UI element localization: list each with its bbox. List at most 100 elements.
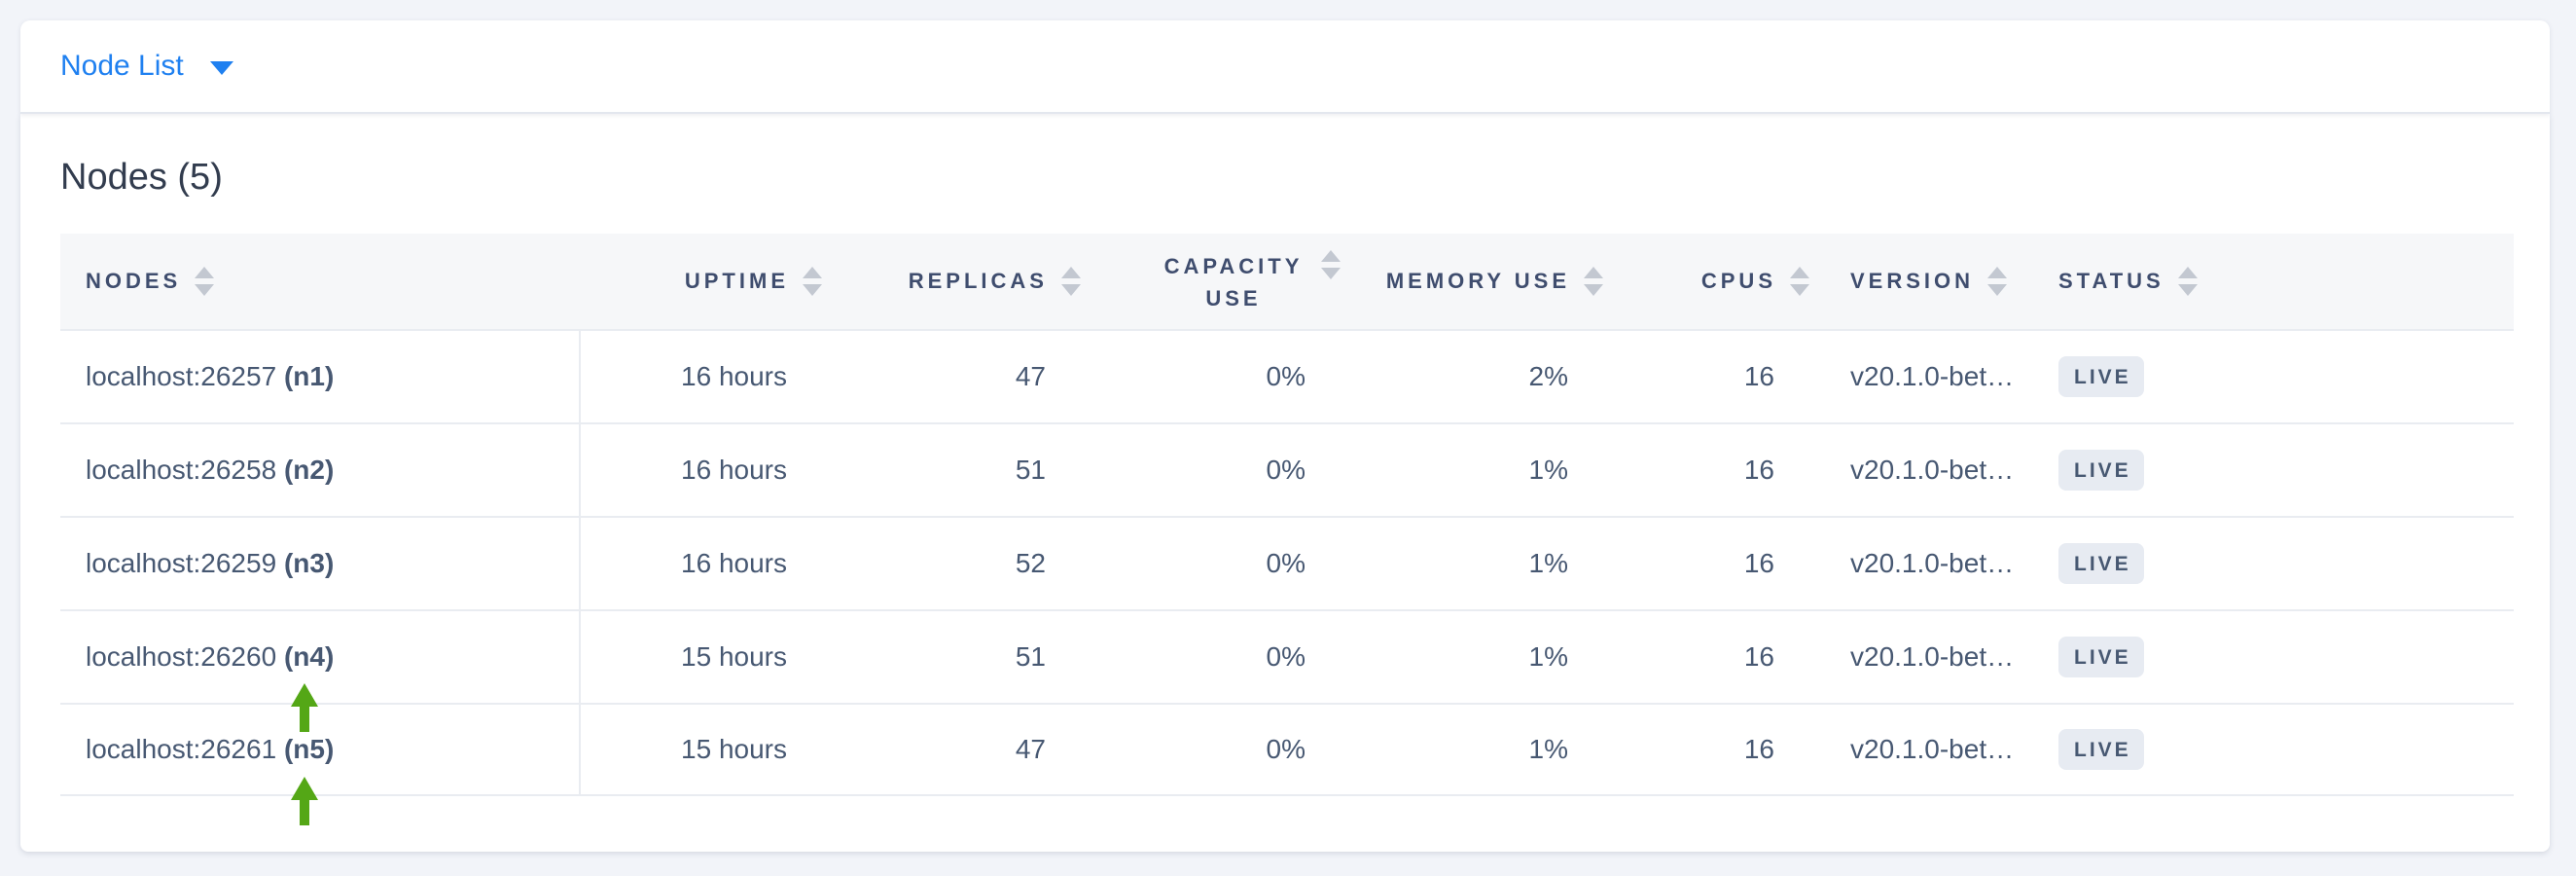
sort-up-triangle (1790, 267, 1809, 278)
sort-down-triangle (1321, 268, 1341, 279)
table-row[interactable]: localhost:26259 (n3) 16 hours 52 0% 1% 1… (60, 516, 2514, 609)
status-cell: LIVE (2028, 609, 2228, 703)
sort-icon (195, 267, 215, 296)
node-list-dropdown[interactable]: Node List (60, 50, 233, 83)
capacity-use-cell: 0% (1083, 609, 1342, 703)
column-header-cpus[interactable]: CPUS (1605, 234, 1811, 329)
node-address: localhost:26261 (86, 734, 277, 764)
node-address: localhost:26260 (86, 641, 277, 672)
table-row[interactable]: localhost:26260 (n4) 15 hours 51 0% 1% 1… (60, 609, 2514, 732)
table-header-row: NODES UPTIME REPLICAS CAPACITY USE MEMOR… (60, 234, 2514, 329)
column-label: VERSION (1850, 269, 1975, 293)
sort-down-triangle (195, 284, 215, 296)
column-header-filler (2228, 234, 2514, 329)
column-header-status[interactable]: STATUS (2028, 234, 2228, 329)
cpus-cell: 16 (1605, 329, 1811, 422)
filler-cell (2228, 516, 2514, 609)
column-label: REPLICAS (908, 269, 1048, 293)
page-title: Nodes (5) (60, 157, 223, 198)
sort-icon (1584, 267, 1603, 296)
memory-use-cell: 1% (1342, 609, 1605, 703)
sort-down-triangle (1987, 284, 2008, 296)
status-cell: LIVE (2028, 703, 2228, 796)
column-label: CPUS (1700, 269, 1776, 293)
sort-up-triangle (195, 267, 215, 278)
node-id: (n1) (283, 361, 335, 391)
status-cell: LIVE (2028, 516, 2228, 609)
replicas-cell: 51 (824, 422, 1083, 516)
column-header-replicas[interactable]: REPLICAS (824, 234, 1083, 329)
status-badge: LIVE (2058, 450, 2144, 491)
sort-icon (1987, 267, 2008, 296)
sort-icon (2177, 267, 2198, 296)
up-arrow-icon (291, 777, 318, 825)
uptime-cell: 15 hours (581, 609, 824, 703)
cpus-cell: 16 (1605, 422, 1811, 516)
column-header-capacity-use[interactable]: CAPACITY USE (1083, 234, 1342, 329)
version-cell: v20.1.0-bet… (1811, 422, 2028, 516)
sort-down-triangle (1584, 284, 1603, 296)
nodes-card: Nodes (5) NODES UPTIME REPLICAS CAPACITY… (20, 114, 2550, 852)
view-selector-bar: Node List (20, 20, 2550, 114)
uptime-cell: 16 hours (581, 422, 824, 516)
filler-cell (2228, 609, 2514, 703)
replicas-cell: 52 (824, 516, 1083, 609)
column-header-nodes[interactable]: NODES (60, 234, 581, 329)
column-header-uptime[interactable]: UPTIME (581, 234, 824, 329)
memory-use-cell: 1% (1342, 516, 1605, 609)
sort-down-triangle (2177, 284, 2198, 296)
sort-down-triangle (1790, 284, 1809, 296)
sort-down-triangle (1061, 284, 1081, 296)
node-cell: localhost:26260 (n4) (60, 609, 581, 732)
capacity-use-cell: 0% (1083, 516, 1342, 609)
node-list-dropdown-label: Node List (60, 50, 184, 82)
node-id: (n5) (283, 734, 335, 764)
cpus-cell: 16 (1605, 703, 1811, 796)
cpus-cell: 16 (1605, 516, 1811, 609)
table-row[interactable]: localhost:26257 (n1) 16 hours 47 0% 2% 1… (60, 329, 2514, 422)
replicas-cell: 51 (824, 609, 1083, 703)
filler-cell (2228, 329, 2514, 422)
sort-up-triangle (1061, 267, 1081, 278)
node-address: localhost:26257 (86, 361, 277, 391)
table-row[interactable]: localhost:26261 (n5) 15 hours 47 0% 1% 1… (60, 703, 2514, 825)
version-cell: v20.1.0-bet… (1811, 516, 2028, 609)
status-cell: LIVE (2028, 422, 2228, 516)
filler-cell (2228, 703, 2514, 796)
version-cell: v20.1.0-bet… (1811, 609, 2028, 703)
node-address: localhost:26258 (86, 455, 277, 485)
uptime-cell: 16 hours (581, 516, 824, 609)
chevron-down-icon (209, 61, 233, 75)
filler-cell (2228, 422, 2514, 516)
nodes-table: NODES UPTIME REPLICAS CAPACITY USE MEMOR… (60, 234, 2514, 825)
capacity-use-cell: 0% (1083, 703, 1342, 796)
sort-down-triangle (803, 284, 822, 296)
uptime-cell: 15 hours (581, 703, 824, 796)
sort-up-triangle (1584, 267, 1603, 278)
node-cell: localhost:26258 (n2) (60, 422, 581, 516)
version-cell: v20.1.0-bet… (1811, 703, 2028, 796)
table-row[interactable]: localhost:26258 (n2) 16 hours 51 0% 1% 1… (60, 422, 2514, 516)
sort-icon (803, 267, 822, 296)
sort-icon (1321, 250, 1341, 279)
column-header-version[interactable]: VERSION (1811, 234, 2028, 329)
sort-icon (1061, 267, 1081, 296)
status-badge: LIVE (2058, 356, 2144, 397)
uptime-cell: 16 hours (581, 329, 824, 422)
node-cell: localhost:26259 (n3) (60, 516, 581, 609)
sort-up-triangle (2177, 267, 2198, 278)
capacity-use-cell: 0% (1083, 422, 1342, 516)
sort-icon (1790, 267, 1809, 296)
status-cell: LIVE (2028, 329, 2228, 422)
column-label: MEMORY USE (1385, 269, 1570, 293)
status-badge: LIVE (2058, 543, 2144, 584)
capacity-use-cell: 0% (1083, 329, 1342, 422)
memory-use-cell: 1% (1342, 422, 1605, 516)
sort-up-triangle (1987, 267, 2008, 278)
column-label: CAPACITY USE (1163, 254, 1304, 310)
node-address: localhost:26259 (86, 548, 277, 578)
column-header-memory-use[interactable]: MEMORY USE (1342, 234, 1605, 329)
replicas-cell: 47 (824, 329, 1083, 422)
column-label: NODES (86, 269, 182, 293)
memory-use-cell: 1% (1342, 703, 1605, 796)
